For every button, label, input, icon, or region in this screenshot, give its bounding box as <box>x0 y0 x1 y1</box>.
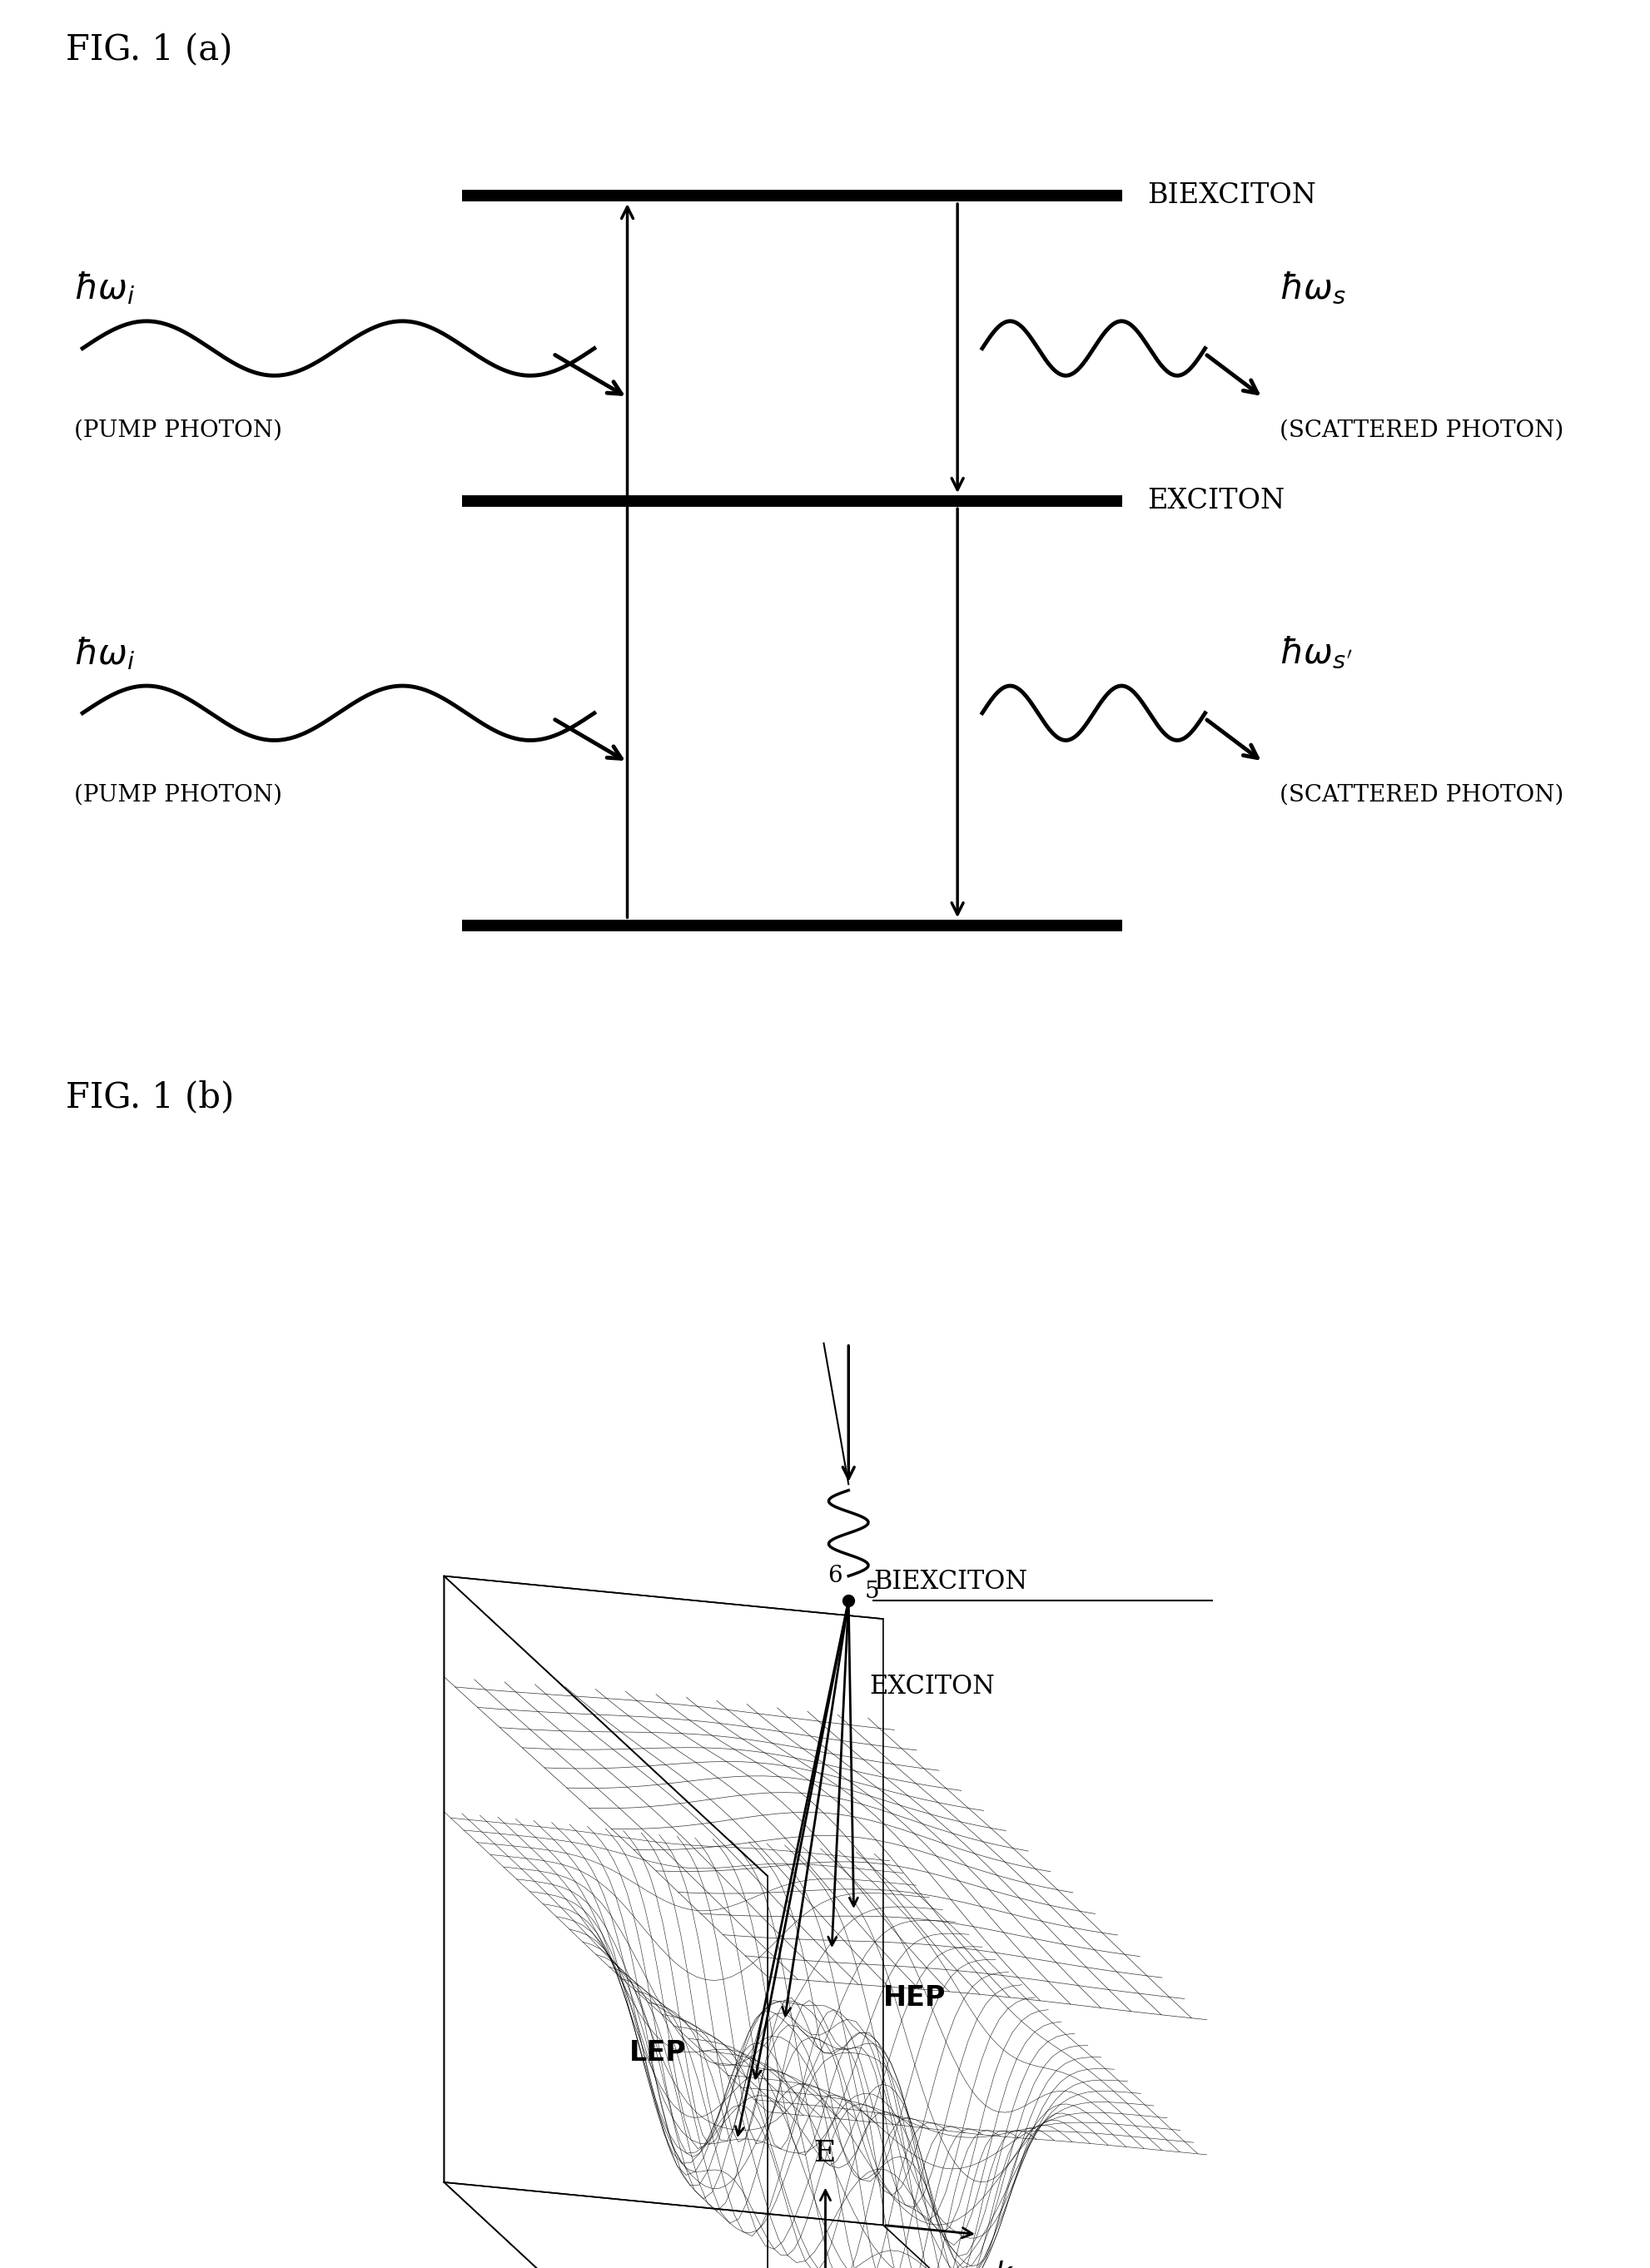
Text: 6: 6 <box>828 1565 842 1588</box>
Text: BIEXCITON: BIEXCITON <box>873 1569 1026 1594</box>
Text: FIG. 1 (a): FIG. 1 (a) <box>66 32 233 68</box>
Text: HEP: HEP <box>883 1984 945 2012</box>
Text: $\hbar\omega_i$: $\hbar\omega_i$ <box>74 270 135 306</box>
Text: EXCITON: EXCITON <box>870 1674 995 1699</box>
Text: FIG. 1 (b): FIG. 1 (b) <box>66 1080 234 1116</box>
Text: E: E <box>813 2139 837 2166</box>
Text: (PUMP PHOTON): (PUMP PHOTON) <box>74 782 282 805</box>
Text: EXCITON: EXCITON <box>1147 488 1284 515</box>
Text: (PUMP PHOTON): (PUMP PHOTON) <box>74 420 282 442</box>
Text: $k_z$: $k_z$ <box>993 2259 1023 2268</box>
Text: $\hbar\omega_s$: $\hbar\omega_s$ <box>1279 270 1346 306</box>
Text: (SCATTERED PHOTON): (SCATTERED PHOTON) <box>1279 420 1563 442</box>
Text: BIEXCITON: BIEXCITON <box>1147 184 1315 209</box>
Text: 5: 5 <box>865 1581 878 1603</box>
Text: (SCATTERED PHOTON): (SCATTERED PHOTON) <box>1279 782 1563 805</box>
Text: LEP: LEP <box>629 2039 686 2066</box>
Text: $\hbar\omega_{s'}$: $\hbar\omega_{s'}$ <box>1279 635 1351 671</box>
Text: $\hbar\omega_i$: $\hbar\omega_i$ <box>74 635 135 671</box>
